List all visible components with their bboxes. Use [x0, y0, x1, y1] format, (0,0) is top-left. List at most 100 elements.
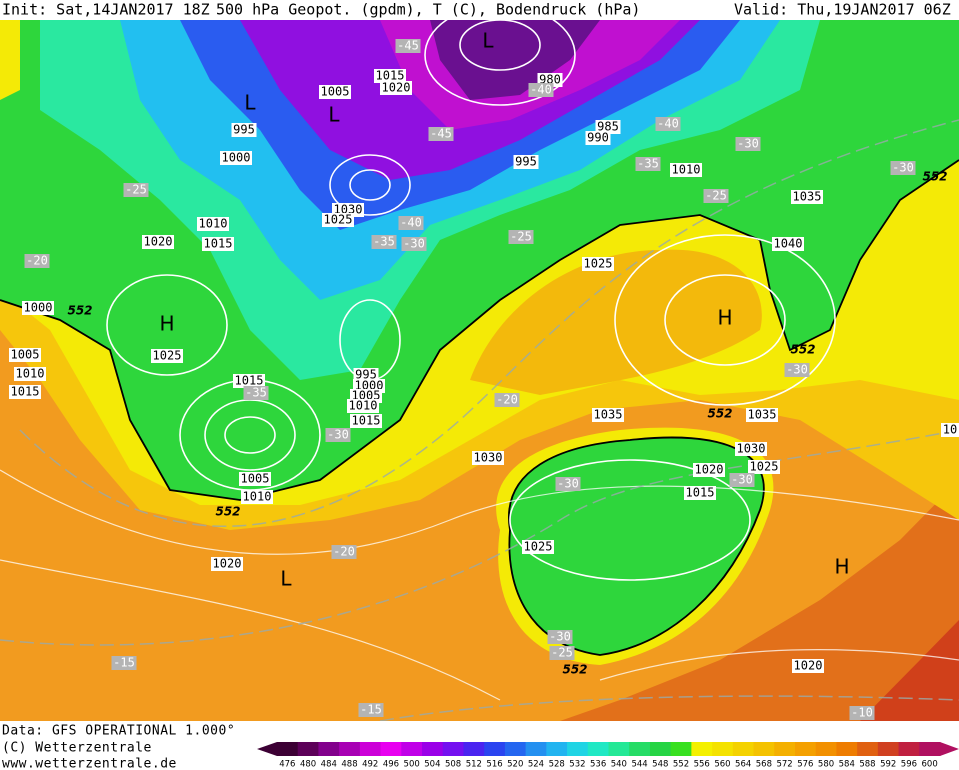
colorbar-segment — [359, 742, 382, 756]
data-source: Data: GFS OPERATIONAL 1.000° — [2, 724, 235, 739]
colorbar-segment — [691, 742, 713, 756]
pressure-label: 1020 — [382, 81, 411, 95]
colorbar-segment — [857, 742, 879, 756]
contour-label: 552 — [790, 343, 815, 357]
pressure-label: 1000 — [24, 301, 53, 315]
temperature-label: -35 — [637, 157, 659, 171]
colorbar-segment — [608, 742, 630, 756]
temperature-label-box — [849, 706, 875, 720]
colorbar-tick-label: 500 — [404, 760, 420, 770]
pressure-label-box — [239, 472, 271, 486]
pressure-label-box — [595, 120, 621, 134]
pressure-label-box — [241, 490, 273, 504]
colorbar-tick-label: 548 — [652, 760, 668, 770]
pressure-label: 990 — [587, 131, 609, 145]
pressure-label-box — [233, 374, 265, 388]
colorbar-segment — [297, 742, 319, 756]
temperature-label: -10 — [851, 706, 873, 720]
colorbar-segment — [380, 742, 402, 756]
isobar — [106, 274, 228, 376]
valid-text: Valid: Thu,19JAN2017 06Z — [734, 1, 951, 19]
temperature-label-box — [398, 216, 424, 230]
pressure-label-box — [231, 123, 257, 137]
pressure-label-box — [735, 442, 767, 456]
pressure-label: 1030 — [474, 451, 503, 465]
colorbar-segment — [629, 742, 651, 756]
temperature-label-box — [401, 237, 427, 251]
pressure-label-box — [522, 540, 554, 554]
temperature-label-box — [784, 363, 810, 377]
temperature-label: -30 — [549, 630, 571, 644]
colorbar-segment — [277, 742, 299, 756]
colorbar-tick-label: 568 — [756, 760, 772, 770]
temperature-label: -45 — [430, 127, 452, 141]
colorbar-tick-label: 564 — [735, 760, 751, 770]
colorbar-tick-label: 504 — [424, 760, 440, 770]
temperature-label: -20 — [496, 393, 518, 407]
pressure-label-box — [582, 257, 614, 271]
pressure-label: 985 — [597, 120, 619, 134]
pressure-label-box — [202, 237, 234, 251]
temperature-label-box — [371, 235, 397, 249]
pressure-center: H — [159, 312, 174, 336]
temperature-label-box — [528, 83, 554, 97]
colorbar-segment — [649, 742, 672, 756]
colorbar-tick-label: 560 — [714, 760, 730, 770]
pressure-center: L — [328, 103, 340, 127]
pressure-label-box — [22, 301, 54, 315]
temperature-label-box — [555, 477, 581, 491]
pressure-label: 1025 — [524, 540, 553, 554]
temperature-label: -25 — [510, 230, 532, 244]
contour-label: 552 — [215, 505, 240, 519]
pressure-label-box — [9, 348, 41, 362]
pressure-label: 1035 — [594, 408, 623, 422]
colorbar-segment — [422, 742, 444, 756]
pressure-label-box — [772, 237, 804, 251]
pressure-label-box — [374, 69, 406, 83]
temperature-label: -30 — [731, 473, 753, 487]
pressure-label: 1020 — [144, 235, 173, 249]
field-dark-orange — [560, 480, 959, 721]
temperature-label: -20 — [26, 254, 48, 268]
colorbar-segment — [670, 742, 692, 756]
contour-552 — [0, 159, 959, 501]
temperature-label: -30 — [327, 428, 349, 442]
colorbar-tick-label: 556 — [694, 760, 710, 770]
pressure-label: 1025 — [750, 460, 779, 474]
colorbar-tick-label: 536 — [590, 760, 606, 770]
colorbar-tick-label: 476 — [279, 760, 295, 770]
copyright: (C) Wetterzentrale — [2, 741, 152, 756]
temperature-label-box — [703, 189, 729, 203]
temperature-label-box — [428, 127, 454, 141]
pressure-label-box — [14, 367, 46, 381]
pressure-label-box — [347, 399, 379, 413]
pressure-label: 1010 — [243, 490, 272, 504]
temperature-label-box — [890, 161, 916, 175]
temperature-label-box — [729, 473, 755, 487]
colorbar-segment — [318, 742, 340, 756]
colorbar-segment — [401, 742, 423, 756]
colorbar-arrow-left — [257, 742, 277, 756]
colorbar-tick-label: 596 — [901, 760, 917, 770]
pressure-label: 1010 — [199, 217, 228, 231]
field-red — [860, 620, 959, 721]
pressure-label-box — [9, 385, 41, 399]
pressure-label-box — [746, 408, 778, 422]
pressure-label: 1015 — [235, 374, 264, 388]
temperature-label: -25 — [705, 189, 727, 203]
pressure-label-box — [592, 408, 624, 422]
colorbar-segment — [815, 742, 837, 756]
pressure-label-box — [353, 368, 379, 382]
pressure-label: 1020 — [695, 463, 724, 477]
pressure-label: 1040 — [774, 237, 803, 251]
pressure-label-box — [211, 557, 243, 571]
colorbar-tick-label: 484 — [321, 760, 337, 770]
pressure-label: 1015 — [352, 414, 381, 428]
colorbar: 476 480 484 488 492 496 500 504 508 512 516 520 524 5… — [257, 742, 959, 770]
pressure-label-box — [322, 213, 354, 227]
temperature-label: -45 — [397, 39, 419, 53]
pressure-label: 1015 — [204, 237, 233, 251]
pressure-label: 1035 — [793, 190, 822, 204]
temperature-label: -20 — [333, 545, 355, 559]
